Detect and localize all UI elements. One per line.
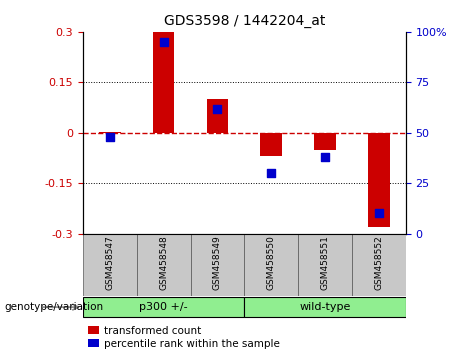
Text: GSM458551: GSM458551 — [320, 235, 330, 290]
Legend: transformed count, percentile rank within the sample: transformed count, percentile rank withi… — [88, 326, 280, 349]
Text: genotype/variation: genotype/variation — [5, 302, 104, 312]
Bar — [352, 234, 406, 296]
Text: GSM458547: GSM458547 — [106, 235, 114, 290]
Bar — [244, 297, 406, 318]
Bar — [244, 234, 298, 296]
Point — [267, 170, 275, 176]
Text: GSM458550: GSM458550 — [267, 235, 276, 290]
Bar — [298, 234, 352, 296]
Bar — [368, 133, 390, 227]
Bar — [260, 133, 282, 156]
Bar — [83, 234, 137, 296]
Point — [375, 211, 383, 216]
Bar — [314, 133, 336, 149]
Bar — [83, 297, 244, 318]
Bar — [207, 99, 228, 133]
Bar — [137, 234, 190, 296]
Bar — [153, 32, 174, 133]
Text: GSM458549: GSM458549 — [213, 235, 222, 290]
Text: GSM458552: GSM458552 — [374, 235, 383, 290]
Title: GDS3598 / 1442204_at: GDS3598 / 1442204_at — [164, 14, 325, 28]
Point — [106, 134, 113, 139]
Text: wild-type: wild-type — [299, 302, 351, 312]
Point — [214, 106, 221, 112]
Bar — [190, 234, 244, 296]
Point — [160, 39, 167, 45]
Text: GSM458548: GSM458548 — [159, 235, 168, 290]
Point — [321, 154, 329, 160]
Text: p300 +/-: p300 +/- — [139, 302, 188, 312]
Bar — [99, 132, 121, 133]
